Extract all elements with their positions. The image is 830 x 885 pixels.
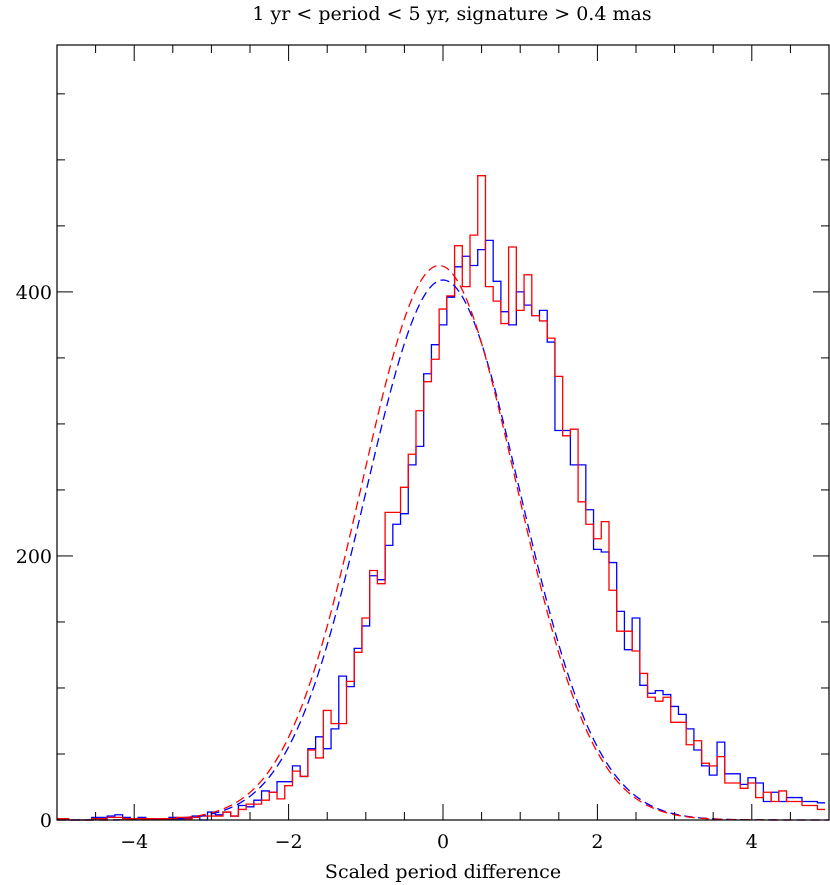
x-tick-label: 0 [437, 831, 449, 853]
histogram-step-line [57, 175, 826, 821]
x-tick-label: −4 [120, 831, 148, 853]
y-tick-label: 0 [40, 810, 52, 832]
gaussian-fit-curve-2 [57, 279, 829, 821]
x-tick-label: 2 [591, 831, 603, 853]
y-tick-label: 200 [16, 546, 52, 568]
x-axis-label: Scaled period difference [325, 861, 561, 883]
y-tick-label: 400 [16, 282, 52, 304]
histogram-step-line [57, 239, 826, 821]
gaussian-fit-curve-3 [57, 264, 829, 821]
chart-title: 1 yr < period < 5 yr, signature > 0.4 ma… [252, 3, 651, 25]
x-tick-label: 4 [746, 831, 758, 853]
histogram-series-0 [57, 239, 826, 821]
plot-frame [56, 44, 830, 821]
x-tick-label: −2 [275, 831, 303, 853]
histogram-series-1 [57, 175, 826, 821]
